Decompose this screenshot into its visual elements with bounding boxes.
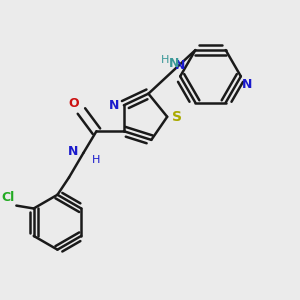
Text: N: N	[175, 59, 185, 72]
Text: H: H	[160, 55, 169, 65]
Text: N: N	[68, 145, 78, 158]
Text: N: N	[109, 99, 119, 112]
Text: S: S	[172, 110, 182, 124]
Text: Cl: Cl	[2, 191, 15, 204]
Text: H: H	[92, 155, 100, 165]
Text: N: N	[169, 57, 179, 70]
Text: O: O	[68, 97, 79, 110]
Text: N: N	[242, 78, 253, 91]
